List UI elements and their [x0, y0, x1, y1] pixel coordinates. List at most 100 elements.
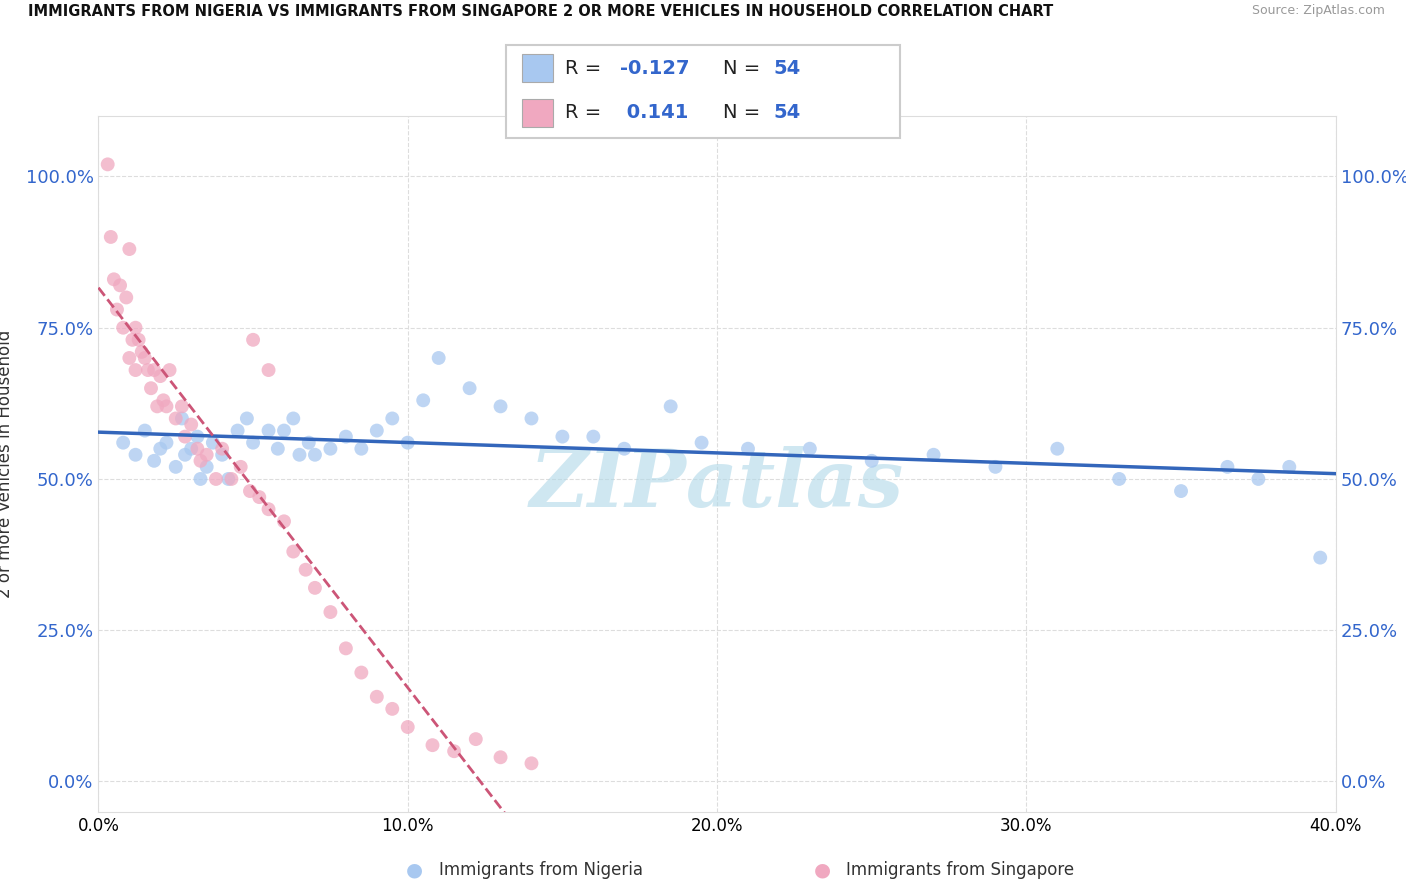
Point	[112, 435, 135, 450]
Point	[190, 472, 212, 486]
Point	[551, 429, 574, 443]
Point	[131, 345, 153, 359]
Point	[1247, 472, 1270, 486]
Text: N =: N =	[723, 59, 766, 78]
Point	[860, 454, 883, 468]
Point	[180, 442, 202, 456]
Point	[134, 424, 156, 438]
Point	[520, 411, 543, 425]
Point	[298, 435, 321, 450]
Point	[226, 424, 249, 438]
Point	[396, 435, 419, 450]
Text: -0.127: -0.127	[620, 59, 690, 78]
Point	[1309, 550, 1331, 565]
Point	[294, 563, 316, 577]
Point	[190, 454, 212, 468]
Point	[381, 411, 404, 425]
Point	[613, 442, 636, 456]
Point	[267, 442, 290, 456]
Point	[108, 278, 131, 293]
Point	[464, 732, 486, 747]
Point	[134, 351, 156, 365]
Text: ●: ●	[814, 860, 831, 880]
Point	[165, 459, 187, 474]
Text: R =: R =	[565, 59, 607, 78]
Text: ZIP​atlas: ZIP​atlas	[530, 446, 904, 524]
Point	[443, 744, 465, 758]
Text: 0.141: 0.141	[620, 103, 689, 122]
Point	[335, 429, 357, 443]
Point	[201, 435, 224, 450]
Point	[152, 393, 174, 408]
Point	[283, 411, 305, 425]
Point	[458, 381, 481, 395]
Point	[319, 605, 342, 619]
Point	[136, 363, 159, 377]
Point	[489, 750, 512, 764]
Point	[257, 502, 280, 516]
Text: IMMIGRANTS FROM NIGERIA VS IMMIGRANTS FROM SINGAPORE 2 OR MORE VEHICLES IN HOUSE: IMMIGRANTS FROM NIGERIA VS IMMIGRANTS FR…	[28, 4, 1053, 20]
Point	[1170, 484, 1192, 499]
Point	[366, 424, 388, 438]
Point	[115, 290, 138, 304]
Point	[1046, 442, 1069, 456]
Point	[319, 442, 342, 456]
Point	[396, 720, 419, 734]
Point	[128, 333, 150, 347]
Point	[211, 442, 233, 456]
Point	[582, 429, 605, 443]
Text: 54: 54	[773, 59, 801, 78]
Text: Immigrants from Nigeria: Immigrants from Nigeria	[439, 861, 643, 879]
Text: R =: R =	[565, 103, 607, 122]
Point	[239, 484, 262, 499]
Point	[257, 424, 280, 438]
Point	[737, 442, 759, 456]
Text: 54: 54	[773, 103, 801, 122]
Point	[186, 429, 208, 443]
FancyBboxPatch shape	[522, 54, 554, 82]
Point	[155, 400, 177, 414]
Point	[103, 272, 125, 286]
Point	[257, 363, 280, 377]
Point	[121, 333, 143, 347]
Point	[211, 448, 233, 462]
FancyBboxPatch shape	[522, 99, 554, 127]
Y-axis label: 2 or more Vehicles in Household: 2 or more Vehicles in Household	[0, 330, 14, 598]
Text: Immigrants from Singapore: Immigrants from Singapore	[846, 861, 1074, 879]
Point	[366, 690, 388, 704]
Point	[165, 411, 187, 425]
Point	[247, 490, 270, 504]
Point	[149, 369, 172, 384]
Point	[143, 363, 166, 377]
Point	[105, 302, 128, 317]
Point	[489, 400, 512, 414]
Point	[155, 435, 177, 450]
Point	[205, 472, 228, 486]
Text: ●: ●	[406, 860, 423, 880]
Point	[124, 448, 146, 462]
Point	[690, 435, 713, 450]
Point	[659, 400, 682, 414]
Point	[159, 363, 181, 377]
Point	[143, 454, 166, 468]
Point	[273, 514, 295, 528]
Point	[520, 756, 543, 771]
Point	[304, 448, 326, 462]
Point	[186, 442, 208, 456]
Point	[124, 320, 146, 334]
Point	[1278, 459, 1301, 474]
Point	[422, 738, 444, 752]
Point	[984, 459, 1007, 474]
Point	[100, 230, 122, 244]
Point	[427, 351, 450, 365]
Point	[381, 702, 404, 716]
FancyBboxPatch shape	[506, 45, 900, 138]
Point	[236, 411, 259, 425]
Point	[273, 424, 295, 438]
Point	[283, 544, 305, 558]
Point	[174, 448, 197, 462]
Point	[139, 381, 162, 395]
Point	[174, 429, 197, 443]
Point	[217, 472, 239, 486]
Point	[350, 665, 373, 680]
